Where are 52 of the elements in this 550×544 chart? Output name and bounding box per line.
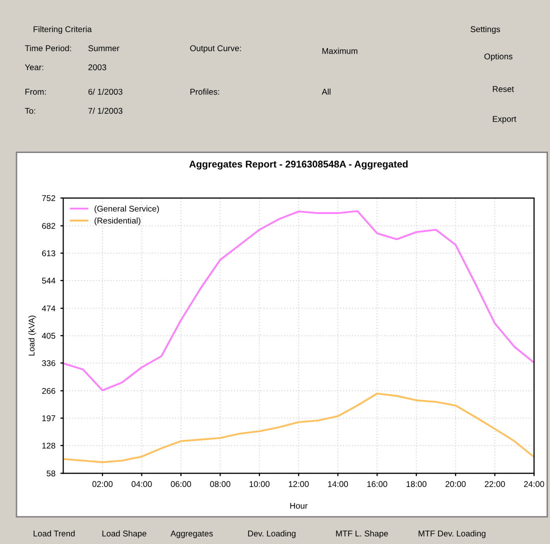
y-axis-title: Load (kVA) (28, 316, 36, 356)
text: From: (25, 88, 46, 95)
x-tick-label: 02:00 (92, 481, 113, 488)
x-tick-label: 16:00 (367, 481, 388, 488)
text: Export (492, 116, 516, 124)
x-tick-label: 06:00 (170, 481, 192, 488)
y-tick-label: 197 (42, 415, 56, 422)
y-tick-label: 752 (42, 195, 56, 202)
x-tick-label: 14:00 (328, 481, 348, 488)
text: Load Shape (102, 530, 146, 538)
y-tick-label: 544 (42, 278, 56, 284)
text: 2003 (88, 64, 106, 70)
x-tick-label: 20:00 (446, 481, 466, 488)
y-tick-label: 58 (46, 470, 56, 476)
y-tick-label: 682 (42, 222, 56, 229)
text: Year: (24, 64, 44, 70)
x-tick-label: 04:00 (132, 481, 152, 488)
x-axis-title: Hour (290, 502, 308, 509)
y-tick-label: 613 (42, 250, 56, 256)
text: Maximum (322, 48, 358, 54)
text: Load Trend (34, 530, 75, 536)
y-tick-label: 405 (42, 332, 56, 339)
text: MTF L. Shape (336, 530, 388, 538)
x-tick-label: 12:00 (288, 481, 309, 488)
text: To: (24, 108, 36, 114)
text: Output Curve: (190, 45, 241, 53)
legend-label: (General Service) (94, 206, 159, 214)
text: Aggregates (170, 530, 213, 538)
y-tick-label: 266 (42, 388, 56, 394)
text: MTF Dev. Loading (418, 530, 486, 538)
text: 6/ 1/2003 (88, 88, 122, 95)
legend-label: (Residential) (94, 217, 140, 226)
line-series (63, 392, 534, 464)
text: Filtering Criteria (34, 26, 92, 34)
text: Settings (470, 26, 500, 34)
x-tick-label: 18:00 (406, 481, 426, 488)
text: Summer (88, 45, 120, 52)
x-tick-label: 24:00 (524, 481, 544, 488)
x-tick-label: 22:00 (484, 481, 505, 488)
text: 7/ 1/2003 (88, 108, 122, 114)
y-tick-label: 128 (42, 442, 56, 449)
x-tick-label: 08:00 (210, 481, 230, 488)
x-tick-label: 10:00 (250, 481, 270, 488)
text: Options (484, 53, 512, 62)
text: All (322, 88, 330, 95)
chart-title: Aggregates Report - 2916308548A - Aggregated (189, 160, 408, 170)
text: Profiles: (190, 88, 220, 95)
y-tick-label: 336 (42, 360, 56, 366)
text: Time Period: (24, 45, 71, 52)
text: Dev. Loading (248, 530, 296, 538)
text: Reset (492, 86, 514, 92)
y-tick-label: 474 (42, 306, 56, 312)
